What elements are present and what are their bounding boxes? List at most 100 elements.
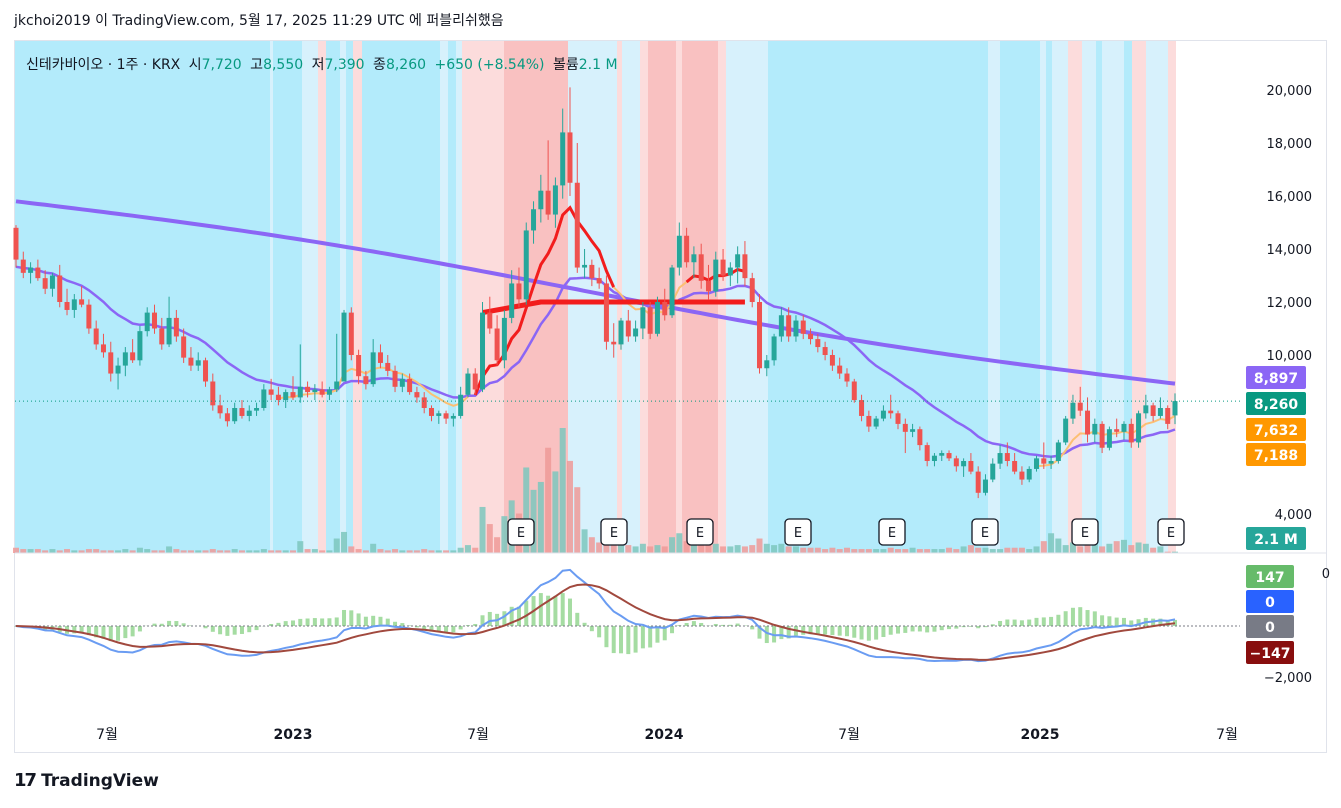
candle-body	[137, 331, 143, 361]
macd-histogram-bar	[371, 615, 376, 626]
macd-histogram-bar	[735, 623, 740, 626]
macd-histogram-bar	[874, 626, 879, 640]
volume-bar	[341, 531, 348, 553]
macd-histogram-bar	[684, 622, 689, 626]
macd-value-text: 0	[1265, 620, 1275, 636]
candle-body	[363, 376, 369, 385]
volume-bar	[588, 537, 595, 553]
macd-histogram-bar	[750, 626, 755, 630]
background-band	[718, 41, 726, 553]
candle-body	[1048, 461, 1054, 464]
volume-bar	[778, 543, 785, 553]
chart-frame[interactable]	[14, 40, 1327, 753]
background-band	[1168, 41, 1176, 553]
macd-histogram-bar	[881, 626, 886, 638]
low-value: 7,390	[324, 57, 365, 73]
candle-body	[1099, 423, 1105, 448]
macd-histogram-bar	[407, 625, 412, 626]
macd-histogram-bar	[1027, 619, 1032, 626]
candle-body	[917, 429, 923, 446]
candle-body	[757, 302, 763, 369]
candle-body	[399, 378, 405, 387]
candle-body	[953, 458, 959, 467]
macd-histogram-bar	[516, 606, 521, 626]
candle-body	[509, 283, 515, 318]
candle-body	[1092, 423, 1098, 435]
macd-histogram-bar	[72, 626, 77, 634]
macd-histogram-bar	[699, 622, 704, 626]
volume-bar	[1113, 541, 1120, 553]
price-label-text: 2.1 M	[1254, 532, 1298, 548]
candle-body	[560, 132, 566, 186]
candle-body	[1165, 408, 1171, 424]
earnings-marker: E	[686, 518, 714, 546]
volume-bar	[887, 547, 894, 553]
volume-bar	[785, 546, 792, 553]
volume-bar	[246, 550, 253, 553]
macd-histogram-bar	[589, 626, 594, 632]
price-label-box	[1246, 392, 1306, 415]
macd-histogram-bar	[939, 626, 944, 631]
macd-histogram-bar	[422, 626, 427, 630]
volume-bar	[494, 537, 501, 553]
volume-bar	[756, 538, 763, 553]
brand-name: TradingView	[41, 770, 159, 791]
volume-bar	[1069, 542, 1076, 553]
volume-bar	[479, 506, 486, 553]
candle-body	[64, 302, 70, 310]
volume-bar	[180, 550, 187, 553]
earnings-marker: E	[878, 518, 906, 546]
candle-body	[450, 415, 456, 419]
candle-body	[246, 410, 252, 416]
volume-bar	[1004, 547, 1011, 553]
macd-histogram-bar	[276, 622, 281, 626]
macd-histogram-bar	[655, 626, 660, 643]
volume-bar	[399, 550, 406, 553]
volume-bar	[443, 550, 450, 553]
volume-bar	[749, 545, 756, 553]
candle-body	[458, 394, 464, 416]
macd-tick-label: −2,000	[1264, 671, 1312, 686]
macd-histogram-bar	[1078, 607, 1083, 626]
candle-body	[297, 386, 303, 398]
candle-body	[57, 275, 63, 302]
candle-body	[545, 190, 551, 215]
footer-brand[interactable]: 17 TradingView	[14, 770, 159, 791]
macd-value-text: 147	[1255, 570, 1284, 586]
macd-histogram-bar	[1085, 610, 1090, 626]
macd-histogram-bar	[852, 626, 857, 638]
earnings-marker: E	[1071, 518, 1099, 546]
macd-histogram-bar	[487, 611, 492, 626]
candle-body	[261, 389, 267, 408]
candle-body	[749, 278, 755, 302]
volume-bar	[231, 549, 238, 553]
background-band	[456, 41, 462, 553]
volume-bar	[224, 550, 231, 553]
macd-histogram-bar	[611, 626, 616, 654]
candle-body	[305, 386, 311, 393]
background-band	[318, 41, 326, 553]
candle-body	[800, 320, 806, 334]
candle-body	[275, 394, 281, 401]
macd-histogram-bar	[903, 626, 908, 633]
macd-histogram-bar	[79, 626, 84, 634]
candle-body	[822, 347, 828, 355]
volume-bar	[49, 549, 56, 553]
background-band	[1046, 41, 1052, 553]
candle-body	[939, 453, 945, 456]
candle-body	[720, 259, 726, 276]
macd-histogram-bar	[393, 621, 398, 626]
volume-bar	[151, 550, 158, 553]
background-band	[1082, 41, 1096, 553]
macd-histogram-bar	[356, 613, 361, 626]
volume-bar	[1099, 546, 1106, 553]
volume-bar	[975, 547, 982, 553]
volume-bar	[187, 550, 194, 553]
volume-bar	[851, 549, 858, 553]
change-value: +650 (+8.54%)	[434, 57, 545, 73]
price-label-text: 8,260	[1254, 397, 1299, 413]
volume-bar	[42, 550, 49, 553]
candle-body	[494, 328, 500, 361]
volume-bar	[1033, 546, 1040, 553]
